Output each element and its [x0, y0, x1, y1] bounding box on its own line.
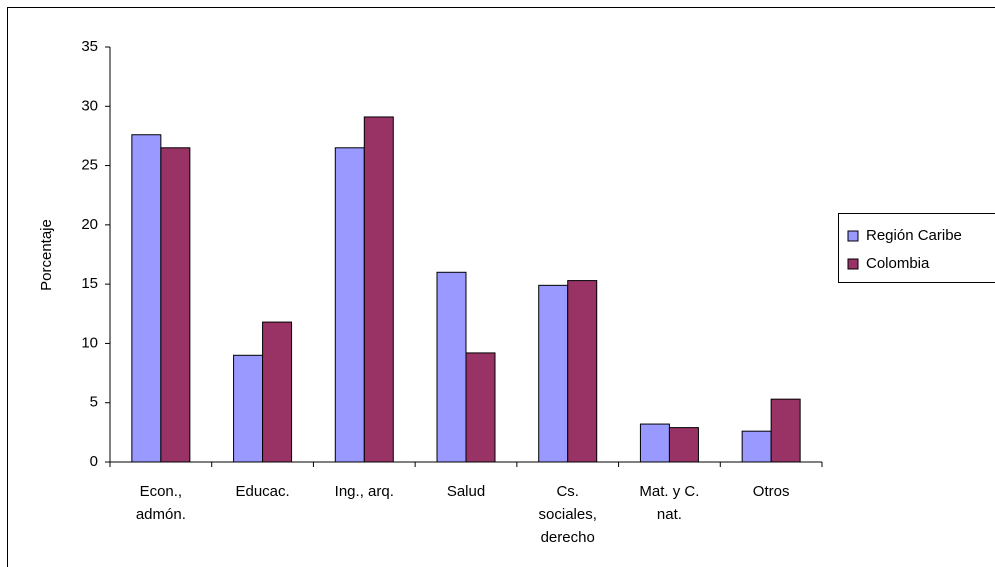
bar [668, 427, 699, 463]
y-tick-label: 30 [81, 97, 98, 114]
y-axis-label: Porcentaje [38, 219, 55, 291]
y-tick-label: 10 [81, 334, 98, 351]
legend-label: Colombia [866, 255, 930, 272]
bar [262, 321, 293, 463]
x-tick-label: Ing., arq. [335, 483, 394, 500]
x-tick-label: Educac. [235, 483, 289, 500]
legend-box [838, 213, 995, 283]
x-tick-label: Otros [753, 483, 790, 500]
bar [567, 280, 598, 463]
bar [363, 116, 394, 463]
bar [639, 423, 670, 463]
bar [436, 271, 467, 463]
x-tick-label: Econ., admón. [136, 483, 186, 523]
bar [160, 147, 191, 463]
legend-label: Región Caribe [866, 227, 962, 244]
y-tick-label: 25 [81, 157, 98, 174]
x-tick-label: Salud [447, 483, 485, 500]
bar [465, 352, 496, 463]
y-tick-label: 0 [90, 453, 98, 470]
y-tick-label: 20 [81, 216, 98, 233]
x-tick-label: Mat. y C. nat. [639, 483, 699, 523]
y-tick-label: 15 [81, 275, 98, 292]
bar [741, 430, 772, 463]
bar [131, 134, 162, 463]
bar [770, 398, 801, 463]
bar [233, 354, 264, 463]
y-tick-label: 5 [90, 394, 98, 411]
legend-swatch [847, 258, 859, 270]
bar [538, 284, 569, 463]
chart-border [7, 7, 995, 567]
y-tick-label: 35 [81, 38, 98, 55]
x-tick-label: Cs. sociales, derecho [539, 483, 597, 546]
bar [334, 147, 365, 463]
legend-swatch [847, 230, 859, 242]
